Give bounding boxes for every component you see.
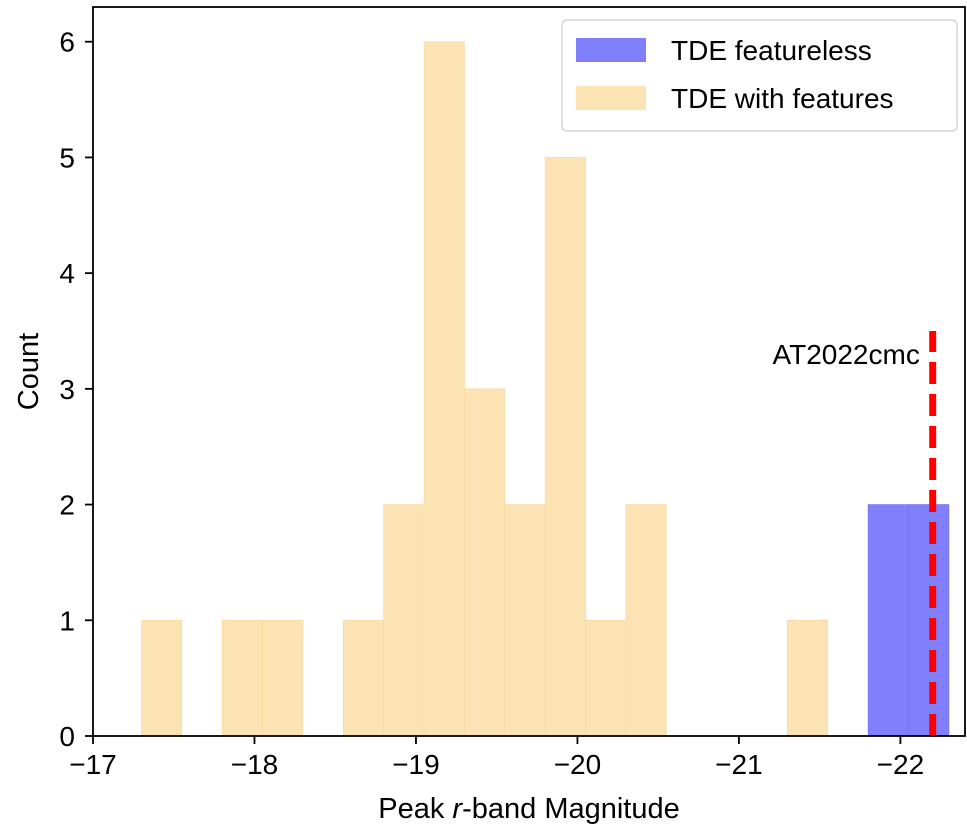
bar-featureless-0: [867, 504, 909, 737]
legend-label-with-features: TDE with features: [671, 83, 894, 114]
bar-with-features-11: [787, 619, 829, 737]
bar-featureless-1: [908, 504, 950, 737]
y-tick-label: 6: [59, 27, 75, 58]
y-tick-label: 3: [59, 374, 75, 405]
bar-with-features-0: [141, 619, 183, 737]
x-tick-label: −19: [392, 749, 440, 780]
y-ticks: 0 1 2 3 4 5 6: [59, 27, 93, 752]
bar-with-features-10: [625, 504, 667, 737]
x-tick-label: −22: [877, 749, 925, 780]
annotation-label: AT2022cmc: [773, 339, 920, 370]
annotation-layer: AT2022cmc: [773, 331, 937, 736]
y-tick-label: 2: [59, 490, 75, 521]
y-tick-label: 5: [59, 142, 75, 173]
bar-with-features-8: [544, 157, 586, 737]
axes-layer: [92, 6, 966, 737]
x-axis-label: Peak r-band Magnitude: [378, 793, 680, 825]
legend: TDE featureless TDE with features: [561, 19, 958, 132]
bar-with-features-5: [423, 41, 465, 737]
y-tick-label: 4: [59, 258, 75, 289]
x-tick-label: −17: [69, 749, 117, 780]
bar-with-features-6: [464, 388, 506, 737]
bar-with-features-1: [221, 619, 263, 737]
plot-frame: [92, 6, 966, 737]
y-tick-label: 0: [59, 721, 75, 752]
legend-box: [561, 19, 958, 132]
y-tick-label: 1: [59, 605, 75, 636]
x-ticks: −17 −18 −19 −20 −21 −22: [69, 736, 924, 780]
x-tick-label: −21: [715, 749, 763, 780]
bar-with-features-3: [342, 619, 384, 737]
bar-with-features-2: [262, 619, 304, 737]
x-tick-label: −18: [231, 749, 279, 780]
bar-with-features-7: [504, 504, 546, 737]
y-axis-label: Count: [13, 333, 45, 410]
bar-with-features-4: [383, 504, 425, 737]
bars-layer: [141, 41, 950, 737]
bar-with-features-9: [585, 619, 627, 737]
legend-swatch-with-features: [576, 86, 646, 110]
x-tick-label: −20: [554, 749, 602, 780]
legend-swatch-featureless: [576, 38, 646, 62]
legend-label-featureless: TDE featureless: [671, 35, 872, 66]
